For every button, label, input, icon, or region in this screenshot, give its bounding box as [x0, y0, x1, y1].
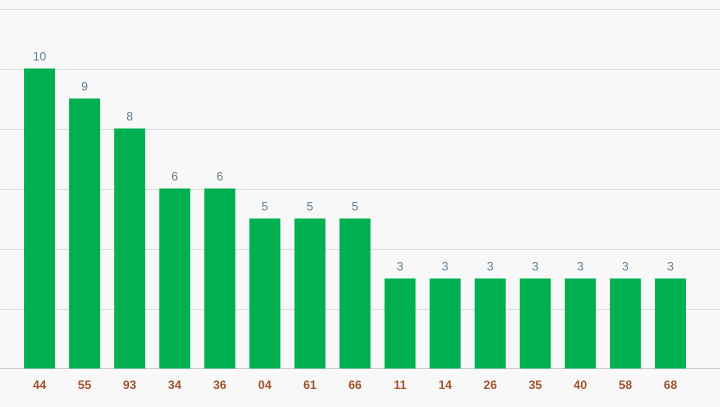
bar	[294, 218, 326, 369]
value-label: 3	[622, 260, 629, 274]
value-label: 5	[307, 200, 314, 214]
value-label: 3	[577, 260, 584, 274]
category-label: 11	[394, 378, 407, 392]
category-label: 58	[619, 378, 633, 392]
bar	[564, 278, 596, 369]
category-label: 93	[123, 378, 137, 392]
bar	[519, 278, 551, 369]
value-labels: 10 9 8 6 6 5 5 5 3 3 3 3 3 3 3	[33, 50, 674, 274]
value-label: 3	[532, 260, 539, 274]
bars	[24, 68, 686, 369]
value-label: 3	[397, 260, 404, 274]
bar	[159, 188, 191, 369]
category-label: 66	[348, 378, 362, 392]
bar	[609, 278, 641, 369]
category-label: 44	[33, 378, 47, 392]
category-label: 68	[664, 378, 678, 392]
value-label: 6	[171, 170, 178, 184]
category-label: 34	[168, 378, 182, 392]
value-label: 8	[126, 110, 133, 124]
category-label: 40	[574, 378, 588, 392]
bar	[474, 278, 506, 369]
bar	[114, 128, 146, 369]
category-label: 04	[258, 378, 272, 392]
value-label: 6	[216, 170, 223, 184]
value-label: 3	[442, 260, 449, 274]
value-label: 5	[262, 200, 269, 214]
bar	[339, 218, 371, 369]
bar	[69, 98, 101, 369]
bar	[429, 278, 461, 369]
bar	[204, 188, 236, 369]
category-label: 35	[529, 378, 543, 392]
value-label: 3	[667, 260, 674, 274]
bar	[654, 278, 686, 369]
category-label: 61	[303, 378, 317, 392]
value-label: 3	[487, 260, 494, 274]
bar	[384, 278, 416, 369]
category-label: 55	[78, 378, 92, 392]
value-label: 9	[81, 80, 88, 94]
category-label: 26	[484, 378, 498, 392]
category-label: 14	[438, 378, 452, 392]
category-label: 36	[213, 378, 227, 392]
bar	[24, 68, 56, 369]
value-label: 5	[352, 200, 359, 214]
value-label: 10	[33, 50, 47, 64]
category-labels: 44 55 93 34 36 04 61 66 11 14 26 35 40 58 68	[33, 378, 678, 392]
bar	[249, 218, 281, 369]
